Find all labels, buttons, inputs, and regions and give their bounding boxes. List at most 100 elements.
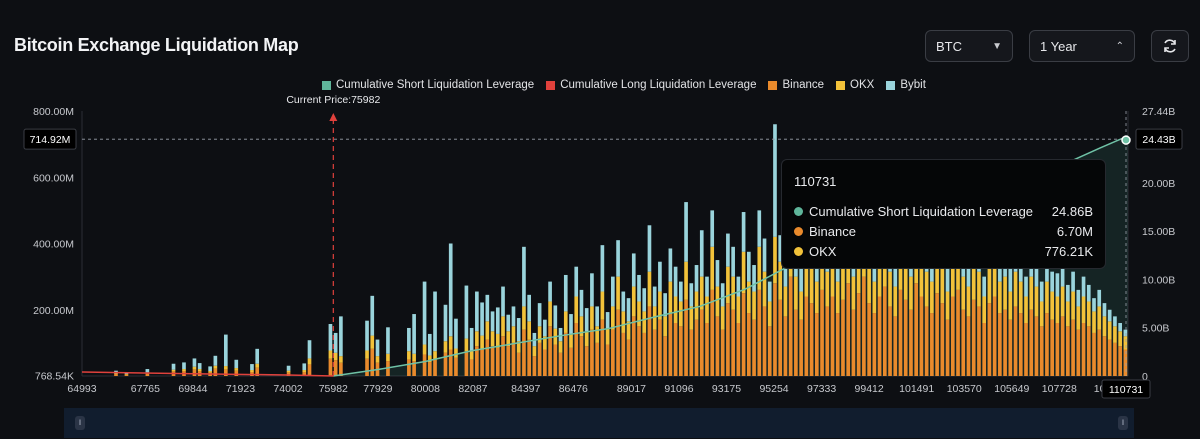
y-right-tick-label: 0 bbox=[1142, 371, 1148, 383]
bar-binance bbox=[862, 276, 866, 376]
bar-okx bbox=[945, 291, 950, 320]
legend-item-cum-short[interactable]: Cumulative Short Liquidation Leverage bbox=[322, 79, 534, 91]
bar-bybit bbox=[595, 306, 599, 327]
bar-bybit bbox=[527, 294, 531, 322]
bar-okx bbox=[987, 266, 992, 304]
bar-binance bbox=[464, 351, 469, 376]
bar-bybit bbox=[611, 276, 615, 307]
bar-okx bbox=[124, 374, 129, 375]
refresh-button[interactable] bbox=[1151, 30, 1189, 62]
bar-binance bbox=[877, 296, 882, 376]
bar-binance bbox=[778, 299, 783, 376]
bar-okx bbox=[543, 336, 547, 350]
bar-okx bbox=[464, 338, 469, 352]
bar-binance bbox=[1003, 309, 1007, 376]
legend-label: Cumulative Long Liquidation Leverage bbox=[560, 79, 757, 91]
bar-okx bbox=[485, 321, 490, 340]
bar-bybit bbox=[213, 355, 218, 366]
bar-bybit bbox=[642, 288, 647, 312]
zoom-handle-left[interactable]: ‖ bbox=[75, 416, 85, 430]
bar-binance bbox=[1066, 326, 1070, 376]
bar-okx bbox=[783, 286, 788, 317]
bar-bybit bbox=[705, 276, 709, 297]
bar-okx bbox=[286, 370, 291, 373]
tooltip-label: OKX bbox=[809, 243, 837, 259]
bar-binance bbox=[746, 313, 751, 376]
bar-okx bbox=[480, 335, 484, 349]
bar-binance bbox=[1081, 323, 1086, 376]
bar-binance bbox=[783, 316, 788, 376]
bar-binance bbox=[626, 339, 631, 376]
bar-bybit bbox=[522, 246, 526, 307]
bar-okx bbox=[930, 281, 934, 314]
bar-bybit bbox=[731, 246, 735, 277]
bar-okx bbox=[982, 296, 987, 323]
bar-binance bbox=[851, 309, 856, 376]
bar-binance bbox=[820, 289, 824, 376]
bar-bybit bbox=[1008, 268, 1013, 292]
period-select[interactable]: 1 Year ⌃ bbox=[1029, 30, 1135, 62]
bar-bybit bbox=[574, 266, 579, 297]
bar-okx bbox=[626, 321, 631, 340]
bar-okx bbox=[841, 261, 845, 300]
bar-bybit bbox=[668, 248, 673, 282]
bar-okx bbox=[558, 341, 563, 353]
legend-item-bybit[interactable]: Bybit bbox=[886, 79, 926, 91]
bar-okx bbox=[208, 371, 212, 373]
bar-bybit bbox=[548, 281, 552, 302]
symbol-value: BTC bbox=[936, 38, 962, 54]
bar-bybit bbox=[663, 293, 667, 317]
x-tick-label: 82087 bbox=[458, 383, 487, 395]
bar-bybit bbox=[433, 291, 437, 352]
bar-binance bbox=[992, 296, 997, 376]
bar-okx bbox=[197, 369, 202, 372]
bar-okx bbox=[1076, 306, 1081, 330]
bar-binance bbox=[945, 319, 950, 376]
bar-binance bbox=[537, 342, 542, 376]
bar-okx bbox=[579, 316, 584, 337]
bar-bybit bbox=[1034, 263, 1039, 287]
legend-item-okx[interactable]: OKX bbox=[836, 79, 874, 91]
bar-binance bbox=[1050, 319, 1054, 376]
bar-okx bbox=[407, 351, 411, 360]
bar-okx bbox=[422, 344, 427, 355]
bar-bybit bbox=[370, 295, 375, 336]
bar-bybit bbox=[171, 363, 176, 370]
symbol-select[interactable]: BTC ▼ bbox=[925, 30, 1013, 62]
bar-binance bbox=[1092, 332, 1096, 376]
x-tick-label: 105649 bbox=[994, 383, 1029, 395]
bar-binance bbox=[124, 374, 129, 376]
bar-okx bbox=[1086, 301, 1091, 327]
zoom-scrollbar[interactable] bbox=[64, 408, 1134, 438]
bar-binance bbox=[1029, 309, 1034, 376]
bar-okx bbox=[699, 276, 704, 310]
legend-item-cum-long[interactable]: Cumulative Long Liquidation Leverage bbox=[546, 79, 756, 91]
y-right-tick-label: 5.00B bbox=[1142, 323, 1169, 335]
bar-bybit bbox=[1123, 329, 1128, 337]
bar-okx bbox=[762, 271, 767, 307]
legend-label: Bybit bbox=[900, 79, 926, 91]
zoom-handle-right[interactable]: ‖ bbox=[1118, 416, 1128, 430]
bar-binance bbox=[794, 309, 798, 376]
bar-binance bbox=[673, 323, 678, 376]
legend-swatch bbox=[768, 80, 778, 90]
bar-bybit bbox=[480, 302, 484, 336]
bar-okx bbox=[736, 296, 741, 323]
bar-bybit bbox=[626, 298, 631, 322]
bar-binance bbox=[590, 329, 594, 376]
bar-okx bbox=[689, 306, 694, 330]
bar-okx bbox=[720, 306, 725, 330]
bar-binance bbox=[527, 339, 531, 376]
legend-item-binance[interactable]: Binance bbox=[768, 79, 824, 91]
x-tick-label: 93175 bbox=[712, 383, 741, 395]
bar-bybit bbox=[1107, 309, 1112, 322]
hover-tooltip: 110731 Cumulative Short Liquidation Leve… bbox=[781, 159, 1106, 269]
bar-bybit bbox=[1060, 266, 1065, 287]
bar-okx bbox=[1055, 296, 1060, 323]
bar-binance bbox=[427, 362, 432, 376]
bar-binance bbox=[543, 349, 547, 376]
hover-x-label: 110731 bbox=[1109, 384, 1143, 396]
bar-bybit bbox=[501, 286, 505, 317]
bar-okx bbox=[1118, 331, 1122, 347]
x-tick-label: 69844 bbox=[178, 383, 207, 395]
